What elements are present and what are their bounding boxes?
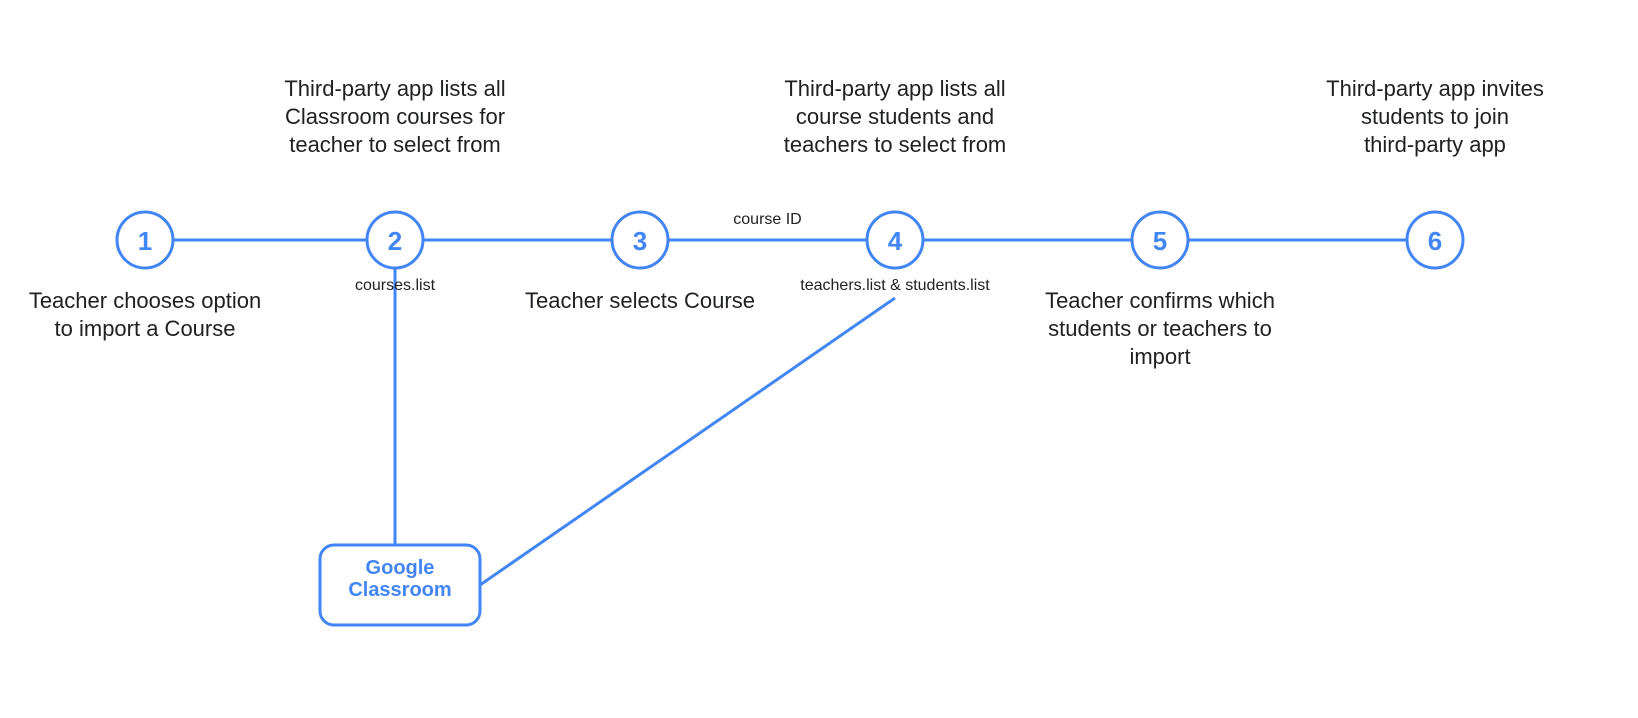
step-number: 2 xyxy=(388,226,402,256)
step-description: Teacher confirms which xyxy=(1045,288,1275,313)
connector-to-box xyxy=(480,298,895,585)
step-description: students to join xyxy=(1361,104,1509,129)
step-description: teacher to select from xyxy=(289,132,501,157)
step-description: Third-party app lists all xyxy=(784,76,1005,101)
step-description: teachers to select from xyxy=(784,132,1007,157)
step-description: import xyxy=(1129,344,1190,369)
step-description: course students and xyxy=(796,104,994,129)
step-description: third-party app xyxy=(1364,132,1506,157)
step-number: 3 xyxy=(633,226,647,256)
step-number: 4 xyxy=(888,226,903,256)
api-label: teachers.list & students.list xyxy=(800,277,990,294)
google-classroom-label: Classroom xyxy=(348,579,451,601)
step-description: to import a Course xyxy=(55,316,236,341)
api-label: courses.list xyxy=(355,277,436,294)
step-description: Teacher selects Course xyxy=(525,288,755,313)
step-description: Classroom courses for xyxy=(285,104,505,129)
step-description: students or teachers to xyxy=(1048,316,1272,341)
step-number: 6 xyxy=(1428,226,1442,256)
step-number: 5 xyxy=(1153,226,1167,256)
google-classroom-label: Google xyxy=(366,557,435,579)
step-number: 1 xyxy=(138,226,152,256)
step-description: Third-party app invites xyxy=(1326,76,1544,101)
step-description: Teacher chooses option xyxy=(29,288,261,313)
step-description: Third-party app lists all xyxy=(284,76,505,101)
edge-label: course ID xyxy=(733,211,801,228)
